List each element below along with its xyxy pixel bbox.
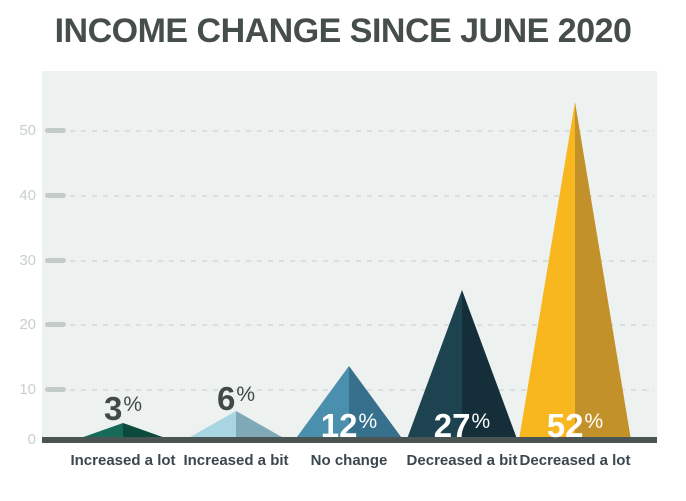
percent-sign: % (358, 410, 378, 433)
gridline-40 (42, 193, 657, 198)
gridline-20-tick (45, 322, 66, 327)
ytick-label-20: 20 (19, 316, 36, 333)
gridline-40-tick (45, 193, 66, 198)
percent-sign: % (236, 383, 256, 406)
category-label-increased-a-bit: Increased a bit (183, 452, 289, 469)
value-number: 6 (216, 380, 236, 417)
value-label-increased-a-lot: 3% (104, 392, 142, 425)
bar-decreased-a-bit-left-face (405, 290, 462, 443)
percent-sign: % (123, 393, 143, 416)
ytick-label-10: 10 (19, 381, 36, 398)
value-number: 52 (546, 407, 584, 444)
bar-increased-a-bit (179, 411, 293, 443)
value-label-decreased-a-lot: 52% (547, 409, 603, 442)
gridline-30-dash (70, 260, 654, 262)
bar-increased-a-bit-left-face (179, 411, 236, 443)
percent-sign: % (471, 410, 491, 433)
bar-increased-a-bit-right-face (236, 411, 293, 443)
gridline-30 (42, 258, 657, 263)
peak-bars (66, 102, 632, 443)
bar-decreased-a-lot-left-face (518, 102, 575, 443)
value-number: 27 (433, 407, 471, 444)
ytick-label-30: 30 (19, 252, 36, 269)
gridline-40-dash (70, 195, 654, 197)
bar-decreased-a-bit (405, 290, 519, 443)
bar-decreased-a-lot-right-face (575, 102, 632, 443)
category-label-increased-a-lot: Increased a lot (70, 452, 176, 469)
gridline-20 (42, 322, 657, 327)
bar-decreased-a-lot (518, 102, 632, 443)
value-label-increased-a-bit: 6% (217, 382, 255, 415)
ytick-label-40: 40 (19, 187, 36, 204)
bar-no-change (292, 366, 406, 443)
gridline-50-dash (70, 130, 654, 132)
gridline-30-tick (45, 258, 66, 263)
category-label-no-change: No change (310, 452, 388, 469)
value-number: 12 (320, 407, 358, 444)
gridline-20-dash (70, 324, 654, 326)
ytick-label-0: 0 (27, 431, 36, 448)
bar-no-change-right-face (349, 366, 406, 443)
value-label-decreased-a-bit: 27% (434, 409, 490, 442)
category-label-decreased-a-lot: Decreased a lot (519, 452, 631, 469)
bar-decreased-a-bit-right-face (462, 290, 519, 443)
value-number: 3 (103, 390, 123, 427)
gridline-50 (42, 128, 657, 133)
gridline-10-tick (45, 387, 66, 392)
percent-sign: % (584, 410, 604, 433)
bar-no-change-left-face (292, 366, 349, 443)
x-axis-bar (42, 437, 657, 443)
value-label-no-change: 12% (321, 409, 377, 442)
ytick-label-50: 50 (19, 122, 36, 139)
gridline-50-tick (45, 128, 66, 133)
category-label-decreased-a-bit: Decreased a bit (406, 452, 518, 469)
chart-title: INCOME CHANGE SINCE JUNE 2020 (54, 12, 632, 50)
